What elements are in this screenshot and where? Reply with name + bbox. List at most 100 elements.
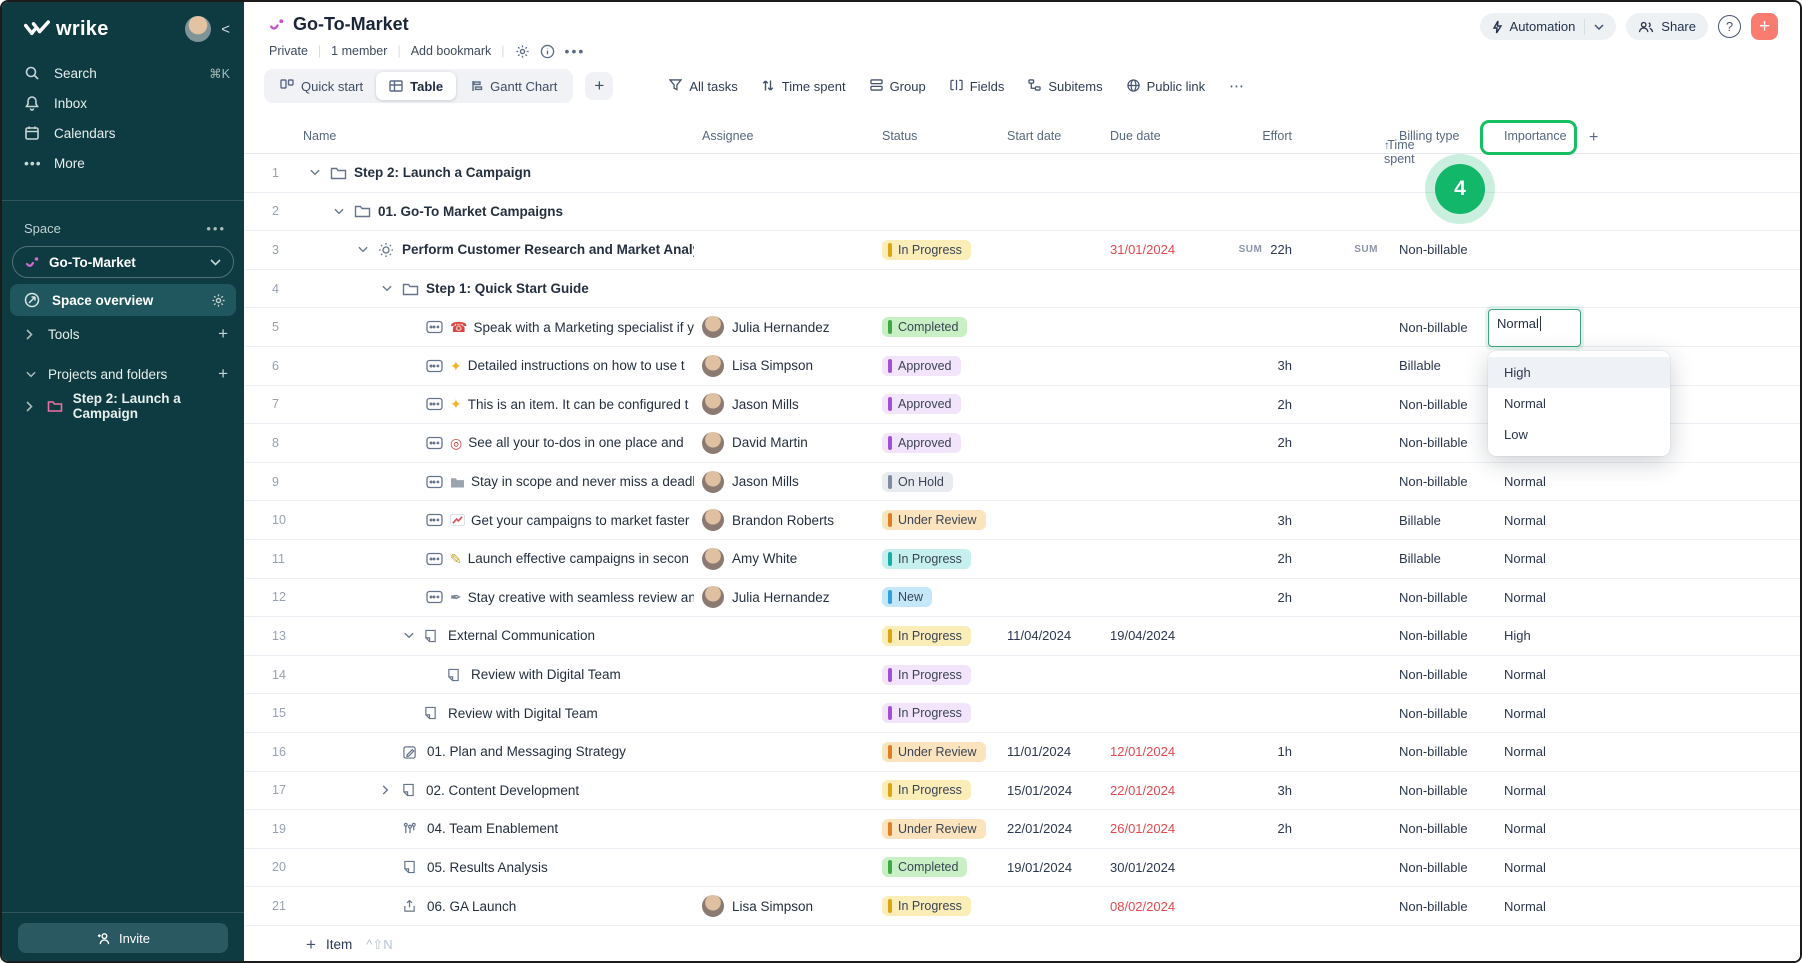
status-cell[interactable]: In Progress <box>882 617 1012 655</box>
chevron-down-icon[interactable] <box>404 632 424 639</box>
table-row[interactable]: 15 Review with Digital Team In Progress Non… <box>244 694 1800 733</box>
importance-cell[interactable]: Normal <box>1504 821 1546 837</box>
sidebar-item-projects-and-folders[interactable]: Projects and folders + <box>2 358 244 390</box>
assignee-cell[interactable]: Lisa Simpson <box>702 347 874 385</box>
share-button[interactable]: Share <box>1626 13 1708 40</box>
table-row[interactable]: 21 06. GA Launch Lisa Simpson In Progress 08… <box>244 887 1800 926</box>
status-badge[interactable]: On Hold <box>882 471 953 492</box>
chevron-down-icon[interactable] <box>334 208 354 215</box>
task-name-cell[interactable]: 01. Go-To Market Campaigns <box>302 193 694 231</box>
status-cell[interactable]: In Progress <box>882 772 1012 810</box>
task-name-cell[interactable]: Stay in scope and never miss a deadl <box>302 463 694 501</box>
column-header-billing-type[interactable]: Billing type <box>1399 129 1460 143</box>
column-header-status[interactable]: Status <box>882 129 918 143</box>
collapse-sidebar-icon[interactable]: < <box>221 20 230 38</box>
add-tool-icon[interactable]: + <box>218 324 228 343</box>
assignee-cell[interactable]: Julia Hernandez <box>702 579 874 617</box>
importance-cell[interactable]: Normal <box>1504 859 1546 875</box>
dropdown-option-normal[interactable]: Normal <box>1504 396 1546 411</box>
effort-cell[interactable]: 2h <box>1184 540 1292 578</box>
add-view-button[interactable]: + <box>585 72 614 100</box>
importance-cell[interactable]: Normal <box>1504 898 1546 914</box>
gear-icon[interactable] <box>211 293 226 308</box>
table-row[interactable]: 20 05. Results Analysis Completed 19/01/202… <box>244 849 1800 888</box>
automation-button[interactable]: Automation <box>1479 13 1617 40</box>
status-badge[interactable]: In Progress <box>882 548 971 569</box>
table-row[interactable]: 19 04. Team Enablement Under Review 22/01/2… <box>244 810 1800 849</box>
status-cell[interactable]: In Progress <box>882 656 1012 694</box>
start-date-cell[interactable]: 22/01/2024 <box>1007 821 1073 837</box>
billing-type-cell[interactable]: Non-billable <box>1399 242 1468 258</box>
dropdown-option-low[interactable]: Low <box>1504 427 1528 442</box>
task-name-cell[interactable]: 05. Results Analysis <box>302 849 694 887</box>
status-cell[interactable]: Completed <box>882 308 1012 346</box>
status-badge[interactable]: Completed <box>882 857 968 878</box>
task-name-cell[interactable]: Get your campaigns to market faster <box>302 501 694 539</box>
effort-cell[interactable]: 2h <box>1184 424 1292 462</box>
subitems-button[interactable]: Subitems <box>1028 79 1103 94</box>
column-header-assignee[interactable]: Assignee <box>702 129 754 143</box>
tab-gantt-chart[interactable]: Gantt Chart <box>456 72 570 100</box>
column-header-name[interactable]: Name <box>303 129 337 143</box>
column-header-due-date[interactable]: Due date <box>1110 129 1161 143</box>
status-badge[interactable]: In Progress <box>882 625 971 646</box>
tab-quick-start[interactable]: Quick start <box>267 72 376 100</box>
add-item-button[interactable]: Item <box>325 937 353 952</box>
billing-type-cell[interactable]: Non-billable <box>1399 589 1468 605</box>
table-row[interactable]: 16 01. Plan and Messaging Strategy Under R… <box>244 733 1800 772</box>
table-row[interactable]: 6 ✦ Detailed instructions on how to use t L… <box>244 347 1800 386</box>
group-button[interactable]: Group <box>869 79 926 94</box>
effort-cell[interactable]: SUM 22h <box>1184 231 1292 269</box>
importance-cell[interactable]: Normal <box>1504 551 1546 567</box>
billing-type-cell[interactable]: Billable <box>1399 512 1441 528</box>
table-row[interactable]: 3 Perform Customer Research and Market An… <box>244 231 1800 270</box>
status-cell[interactable]: Approved <box>882 386 1012 424</box>
effort-cell[interactable]: 3h <box>1184 772 1292 810</box>
space-options-icon[interactable]: ••• <box>206 221 226 236</box>
task-name-cell[interactable]: ✦ Detailed instructions on how to use t <box>302 347 694 385</box>
effort-cell[interactable]: 2h <box>1184 579 1292 617</box>
start-date-cell[interactable]: 19/01/2024 <box>1007 859 1073 875</box>
billing-type-cell[interactable]: Non-billable <box>1399 782 1468 798</box>
status-cell[interactable]: On Hold <box>882 463 1012 501</box>
task-name-cell[interactable]: ✦ This is an item. It can be configured t <box>302 386 694 424</box>
column-header-start-date[interactable]: Start date <box>1007 129 1062 143</box>
assignee-cell[interactable]: Julia Hernandez <box>702 308 874 346</box>
sidebar-item-tools[interactable]: Tools + <box>2 318 244 350</box>
table-row[interactable]: 5 ☎ Speak with a Marketing specialist if y… <box>244 308 1800 347</box>
status-cell[interactable]: In Progress <box>882 887 1012 925</box>
help-button[interactable]: ? <box>1718 15 1741 38</box>
task-name-cell[interactable]: External Communication <box>302 617 694 655</box>
importance-cell[interactable]: Normal <box>1504 667 1546 683</box>
billing-type-cell[interactable]: Non-billable <box>1399 821 1468 837</box>
status-badge[interactable]: Approved <box>882 394 961 415</box>
billing-type-cell[interactable]: Non-billable <box>1399 744 1468 760</box>
status-badge[interactable]: Under Review <box>882 818 986 839</box>
chevron-down-icon[interactable] <box>310 169 330 176</box>
status-cell[interactable]: In Progress <box>882 231 1012 269</box>
privacy-label[interactable]: Private <box>269 44 308 58</box>
task-name-cell[interactable]: ✒ Stay creative with seamless review an <box>302 579 694 617</box>
add-bookmark-link[interactable]: Add bookmark <box>410 44 492 58</box>
billing-type-cell[interactable]: Non-billable <box>1399 319 1468 335</box>
task-name-cell[interactable]: Step 2: Launch a Campaign <box>302 154 694 192</box>
status-badge[interactable]: In Progress <box>882 780 971 801</box>
billing-type-cell[interactable]: Non-billable <box>1399 898 1468 914</box>
status-cell[interactable]: Approved <box>882 424 1012 462</box>
billing-type-cell[interactable]: Non-billable <box>1399 474 1468 490</box>
billing-type-cell[interactable]: Non-billable <box>1399 396 1468 412</box>
table-row[interactable]: 14 Review with Digital Team In Progress Non… <box>244 656 1800 695</box>
due-date-cell[interactable]: 26/01/2024 <box>1110 821 1176 837</box>
sidebar-item-space-overview[interactable]: Space overview <box>10 284 236 316</box>
chevron-down-icon[interactable] <box>358 246 378 253</box>
filter-all-tasks-button[interactable]: All tasks <box>669 79 738 94</box>
status-badge[interactable]: Approved <box>882 355 961 376</box>
sort-time-spent-button[interactable]: Time spent <box>762 79 846 94</box>
status-badge[interactable]: In Progress <box>882 703 971 724</box>
sidebar-item-inbox[interactable]: Inbox <box>2 88 244 118</box>
status-cell[interactable]: Approved <box>882 347 1012 385</box>
more-options-icon[interactable]: ••• <box>564 43 586 59</box>
task-name-cell[interactable]: ◎ See all your to-dos in one place and <box>302 424 694 462</box>
due-date-cell[interactable]: 08/02/2024 <box>1110 898 1176 914</box>
importance-cell[interactable]: Normal <box>1504 512 1546 528</box>
